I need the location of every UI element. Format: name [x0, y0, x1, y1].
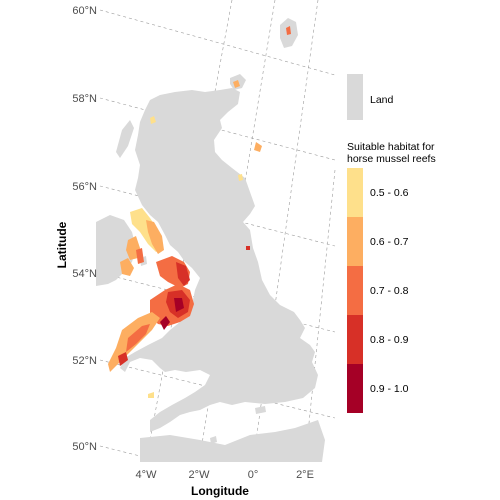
- x-axis-title: Longitude: [191, 484, 249, 498]
- lat-label: 58°N: [72, 93, 97, 105]
- land-great-britain: [120, 88, 318, 432]
- land-isle-of-wight: [255, 406, 266, 414]
- habitat-patch: [176, 262, 190, 286]
- habitat-patch: [136, 248, 144, 264]
- legend-class-label: 0.6 - 0.7: [370, 236, 409, 248]
- legend-habitat-title-line2: horse mussel reefs: [347, 153, 436, 165]
- habitat-patch: [254, 142, 262, 152]
- habitat-patch: [120, 258, 134, 276]
- land-hebrides: [116, 120, 134, 158]
- longitude-labels: 4°W 2°W 0° 2°E: [136, 469, 314, 481]
- habitat-patch: [126, 324, 150, 352]
- gridline-lat-60: [99, 9, 336, 76]
- habitat-patch: [238, 174, 243, 181]
- lat-label: 52°N: [72, 355, 97, 367]
- land-france: [140, 420, 325, 462]
- habitat-patch: [246, 246, 250, 250]
- legend-class-label: 0.8 - 0.9: [370, 334, 409, 346]
- habitat-patch: [146, 220, 164, 254]
- legend-class-swatch: [347, 315, 363, 364]
- habitat-patch: [160, 316, 170, 330]
- gridline-lon-2e: [304, 169, 336, 463]
- lat-label: 54°N: [72, 268, 97, 280]
- lat-label: 60°N: [72, 5, 97, 17]
- legend: Land Suitable habitat for horse mussel r…: [347, 74, 436, 413]
- habitat-patch: [286, 26, 291, 35]
- lat-label: 50°N: [72, 441, 97, 453]
- legend-habitat-title-line1: Suitable habitat for: [347, 141, 435, 153]
- legend-class-swatch: [347, 266, 363, 315]
- habitat-patch: [174, 298, 184, 312]
- lon-label: 2°E: [296, 469, 314, 481]
- legend-land-swatch: [347, 74, 363, 120]
- lon-label: 4°W: [136, 469, 158, 481]
- lat-label: 56°N: [72, 181, 97, 193]
- lon-label: 2°W: [189, 469, 211, 481]
- habitat-patch: [233, 80, 240, 88]
- habitat-patches: [108, 26, 291, 398]
- habitat-patch: [148, 392, 154, 398]
- habitat-patch: [126, 236, 140, 260]
- habitat-patch: [118, 352, 128, 366]
- land: [96, 18, 325, 462]
- legend-land-label: Land: [370, 94, 394, 106]
- land-channel-islands: [210, 436, 217, 444]
- gridline-lat-50: [99, 445, 141, 457]
- legend-class-label: 0.9 - 1.0: [370, 383, 409, 395]
- legend-class-swatch: [347, 217, 363, 266]
- legend-class-swatch: [347, 168, 363, 217]
- latitude-labels: 60°N 58°N 56°N 54°N 52°N 50°N: [72, 5, 97, 453]
- lon-label: 0°: [248, 469, 259, 481]
- legend-class-label: 0.7 - 0.8: [370, 285, 409, 297]
- legend-class-swatch: [347, 364, 363, 413]
- legend-class-label: 0.5 - 0.6: [370, 187, 409, 199]
- habitat-patch: [150, 116, 156, 124]
- y-axis-title: Latitude: [55, 221, 69, 268]
